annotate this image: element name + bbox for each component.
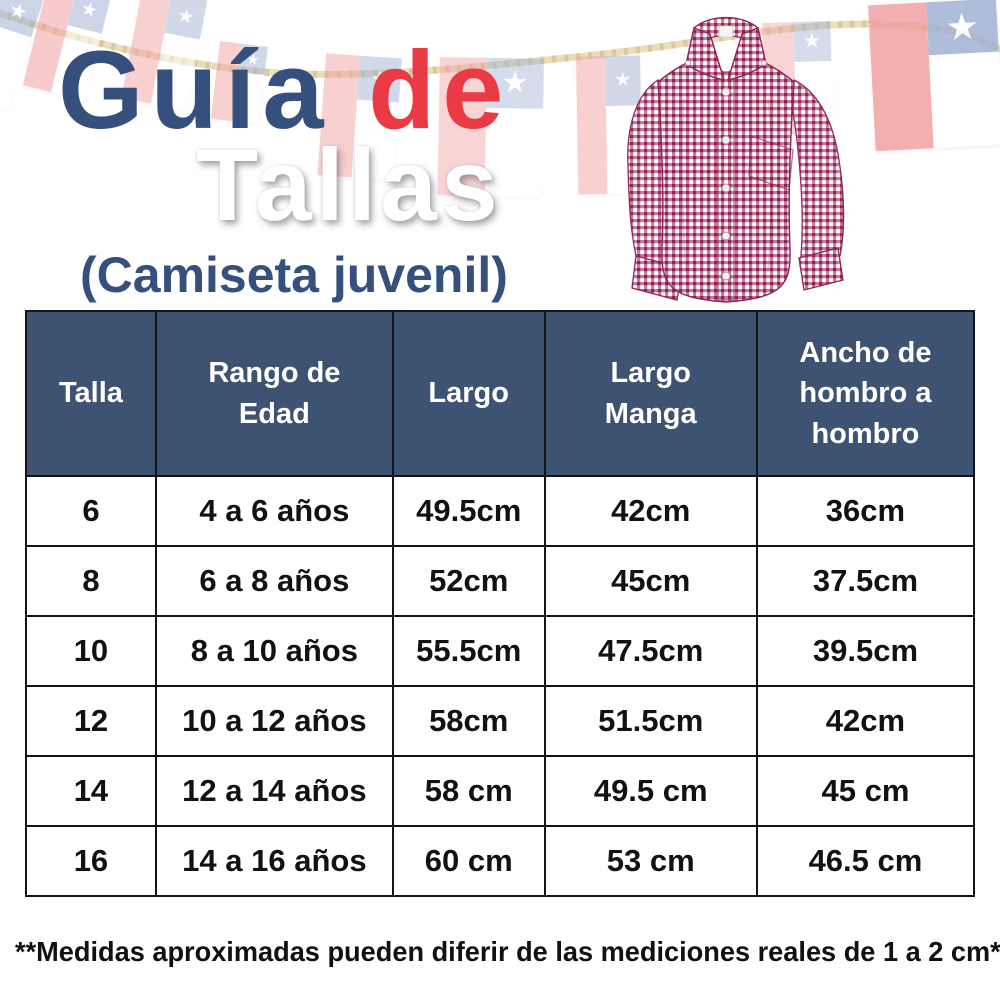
table-cell: 53 cm bbox=[543, 825, 758, 897]
table-cell: 49.5cm bbox=[391, 475, 546, 547]
table-cell: 42cm bbox=[755, 685, 976, 757]
table-cell: 14 bbox=[25, 755, 157, 827]
table-cell: 58 cm bbox=[391, 755, 546, 827]
table-cell: 10 bbox=[25, 615, 157, 687]
table-cell: 12 a 14 años bbox=[154, 755, 394, 827]
header-rango-edad: Rango de Edad bbox=[154, 310, 394, 477]
chile-flag: ★ bbox=[868, 0, 1000, 152]
table-cell: 45cm bbox=[543, 545, 758, 617]
table-header-row: Talla Rango de Edad Largo Largo Manga An… bbox=[25, 310, 976, 477]
page-title-line2: Tallas bbox=[196, 128, 502, 242]
star-icon: ★ bbox=[78, 0, 101, 23]
page-title: Guía de bbox=[58, 36, 510, 146]
table-cell: 47.5cm bbox=[543, 615, 758, 687]
table-row: 12 10 a 12 años 58cm 51.5cm 42cm bbox=[25, 685, 976, 757]
table-cell: 16 bbox=[25, 825, 157, 897]
table-cell: 42cm bbox=[543, 475, 758, 547]
table-cell: 37.5cm bbox=[755, 545, 976, 617]
table-cell: 51.5cm bbox=[543, 685, 758, 757]
collar-label bbox=[718, 25, 734, 38]
table-cell: 4 a 6 años bbox=[154, 475, 394, 547]
header-ancho-hombro: Ancho de hombro a hombro bbox=[755, 310, 976, 477]
table-row: 14 12 a 14 años 58 cm 49.5 cm 45 cm bbox=[25, 755, 976, 827]
table-cell: 45 cm bbox=[755, 755, 976, 827]
table-cell: 36cm bbox=[755, 475, 976, 547]
table-cell: 60 cm bbox=[391, 825, 546, 897]
header-talla: Talla bbox=[25, 310, 157, 477]
table-cell: 55.5cm bbox=[391, 615, 546, 687]
star-icon: ★ bbox=[5, 0, 31, 26]
title-word-de: de bbox=[368, 29, 511, 152]
table-cell: 6 a 8 años bbox=[154, 545, 394, 617]
star-icon: ★ bbox=[175, 4, 197, 29]
table-cell: 46.5 cm bbox=[755, 825, 976, 897]
table-cell: 8 a 10 años bbox=[154, 615, 394, 687]
title-word-guia: Guía bbox=[58, 29, 331, 152]
table-cell: 12 bbox=[25, 685, 157, 757]
table-row: 10 8 a 10 años 55.5cm 47.5cm 39.5cm bbox=[25, 615, 976, 687]
page-subtitle: (Camiseta juvenil) bbox=[80, 247, 508, 303]
shirt-photo bbox=[627, 16, 845, 303]
table-row: 16 14 a 16 años 60 cm 53 cm 46.5 cm bbox=[25, 825, 976, 897]
measurement-disclaimer: **Medidas aproximadas pueden diferir de … bbox=[15, 936, 1000, 967]
size-table: Talla Rango de Edad Largo Largo Manga An… bbox=[25, 310, 976, 897]
table-cell: 8 bbox=[25, 545, 157, 617]
table-cell: 14 a 16 años bbox=[154, 825, 394, 897]
flag-red-stripe bbox=[868, 2, 934, 152]
flag-canton: ★ bbox=[925, 0, 999, 55]
table-cell: 58cm bbox=[391, 685, 546, 757]
table-cell: 39.5cm bbox=[755, 615, 976, 687]
table-cell: 6 bbox=[25, 475, 157, 547]
header-largo-manga: Largo Manga bbox=[543, 310, 758, 477]
star-icon: ★ bbox=[944, 5, 980, 49]
header-largo: Largo bbox=[391, 310, 546, 477]
table-cell: 49.5 cm bbox=[543, 755, 758, 827]
table-cell: 10 a 12 años bbox=[154, 685, 394, 757]
table-cell: 52cm bbox=[391, 545, 546, 617]
